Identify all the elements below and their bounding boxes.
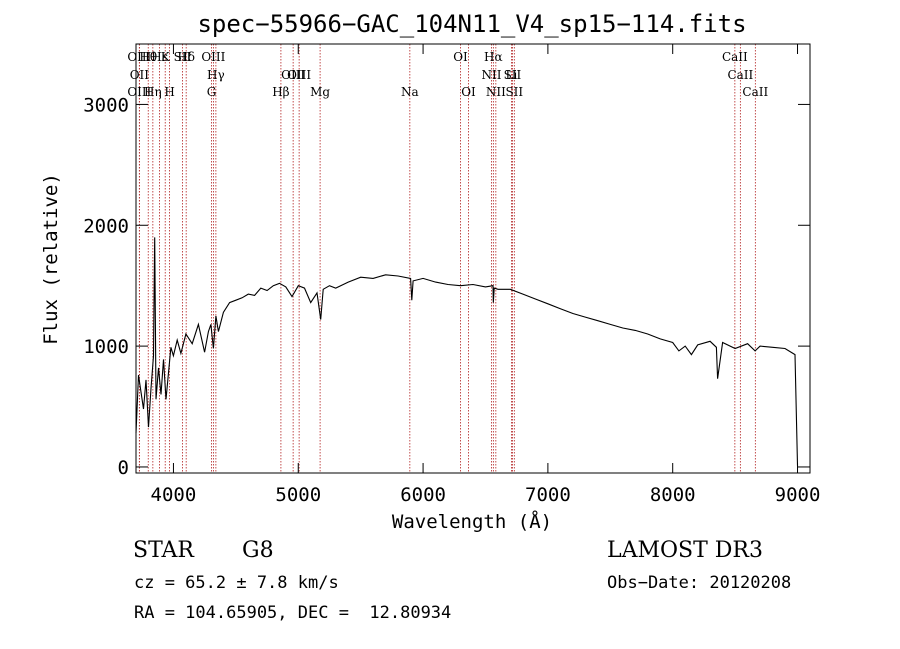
- line-label: Hβ: [272, 85, 289, 99]
- line-label: Li: [506, 68, 518, 82]
- line-label: Hη: [144, 85, 162, 99]
- line-label: CaII: [722, 50, 748, 64]
- line-label: OIII: [281, 68, 305, 82]
- line-label: H: [164, 85, 174, 99]
- object-subclass: G8: [242, 538, 274, 563]
- line-label: SII: [504, 68, 522, 82]
- y-tick-label: 0: [118, 457, 129, 479]
- redshift-text: cz = 65.2 ± 7.8 km/s: [134, 573, 339, 593]
- y-tick-label: 3000: [83, 94, 129, 116]
- line-label: CaII: [742, 85, 768, 99]
- line-label: Hδ: [177, 50, 195, 64]
- y-tick-label: 1000: [83, 336, 129, 358]
- spectrum-series: [135, 237, 799, 466]
- x-tick-label: 9000: [775, 484, 821, 506]
- x-tick-label: 6000: [400, 484, 446, 506]
- line-label: Mg: [310, 85, 330, 99]
- line-label: OII: [130, 68, 150, 82]
- spectrum-line: [135, 237, 799, 466]
- chart-title: spec−55966−GAC_104N11_V4_sp15−114.fits: [197, 10, 746, 38]
- obs-date-text: Obs−Date: 20120208: [607, 573, 792, 593]
- x-tick-label: 4000: [151, 484, 197, 506]
- y-axis-label: Flux (relative): [40, 173, 62, 345]
- survey-name: LAMOST DR3: [607, 538, 763, 563]
- line-label: G: [207, 85, 217, 99]
- line-label: NII: [481, 68, 501, 82]
- line-label: SII: [174, 50, 192, 64]
- coordinates-text: RA = 104.65905, DEC = 12.80934: [134, 603, 452, 623]
- x-tick-label: 7000: [525, 484, 571, 506]
- line-label: OIII: [127, 50, 151, 64]
- line-label: Hγ: [207, 68, 225, 82]
- spectral-line-markers: [138, 44, 756, 473]
- line-label: OIII: [127, 85, 151, 99]
- object-class: STAR: [133, 538, 194, 563]
- axes: 4000 5000 6000 7000 8000 9000 0 1000 2000 3000: [83, 43, 821, 506]
- plot-frame: [135, 43, 811, 474]
- line-label: SII: [505, 85, 523, 99]
- x-tick-label: 5000: [275, 484, 321, 506]
- line-label: K: [161, 50, 171, 64]
- line-label: Na: [401, 85, 419, 99]
- line-label: OIII: [201, 50, 225, 64]
- line-label: CaII: [727, 68, 753, 82]
- y-tick-label: 2000: [83, 215, 129, 237]
- line-label: NII: [486, 85, 506, 99]
- line-label: OI: [461, 85, 476, 99]
- line-label: OIII: [287, 68, 311, 82]
- x-axis-label: Wavelength (Å): [392, 510, 552, 533]
- line-label: OI: [453, 50, 468, 64]
- line-label: Hα: [484, 50, 503, 64]
- line-label: Hθ: [139, 50, 157, 64]
- x-tick-label: 8000: [650, 484, 696, 506]
- line-label: Hε: [151, 50, 168, 64]
